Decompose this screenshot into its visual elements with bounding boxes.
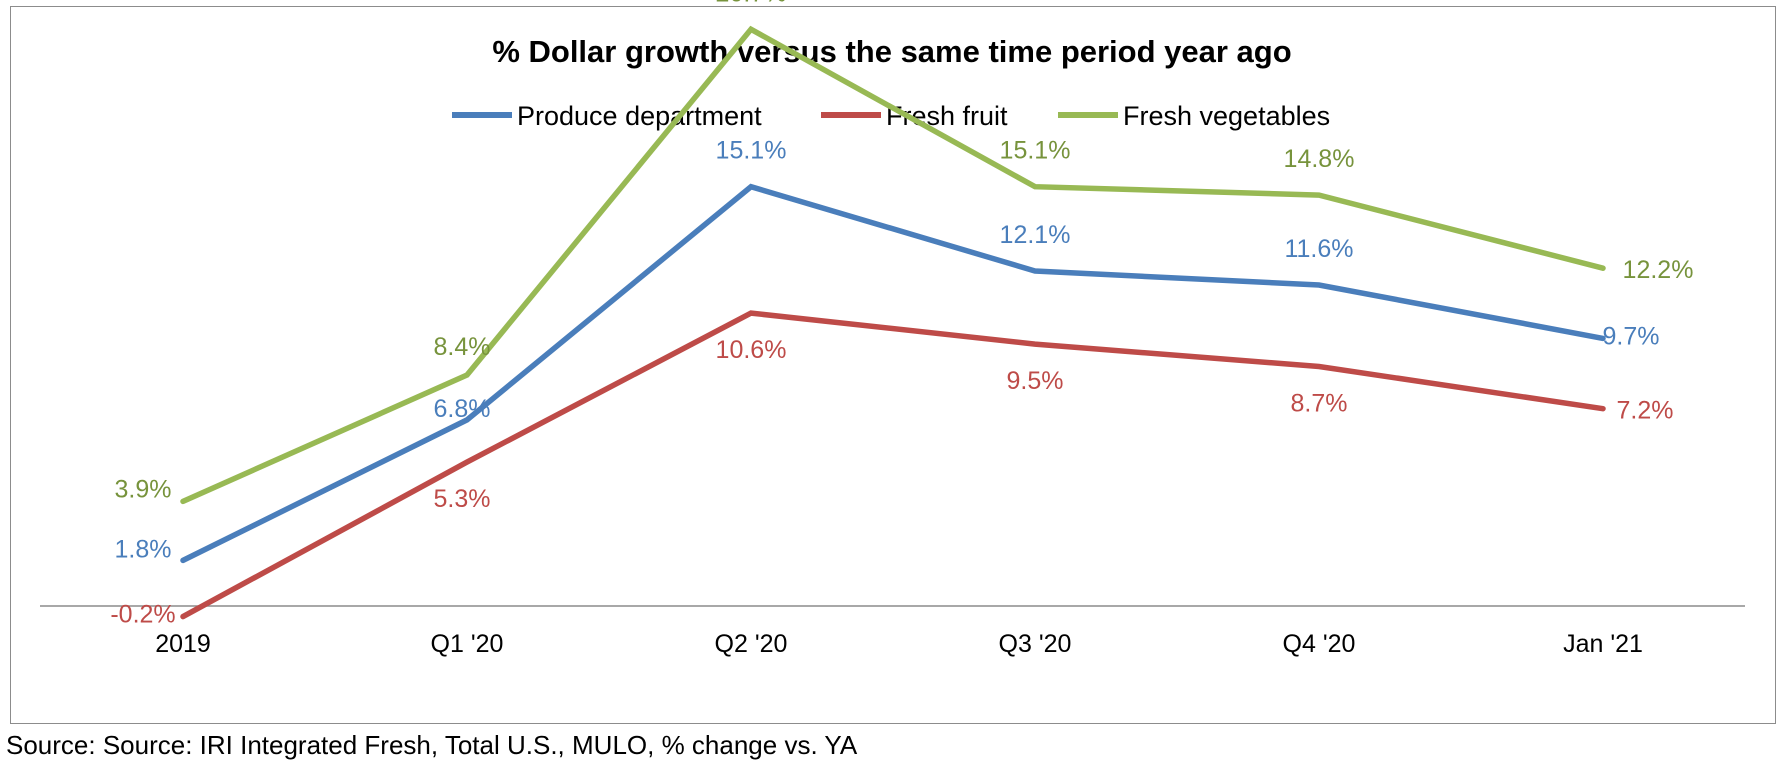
data-label-produce-department: 12.1% [1000,221,1071,249]
data-labels: 1.8% 6.8% 15.1% 12.1% 11.6% 9.7% -0.2% 5.3% 10.6… [110,0,1693,629]
series-line-fresh-vegetables [180,25,1606,505]
x-tick-label: Q2 '20 [715,630,788,658]
data-label-fresh-vegetables: 14.8% [1284,145,1355,173]
series-line-produce-department [180,183,1606,564]
data-label-produce-department: 1.8% [115,535,172,563]
data-label-fresh-fruit: 9.5% [1007,367,1064,395]
x-tick-label: Jan '21 [1563,630,1643,658]
series-lines [180,25,1606,620]
legend-item-fresh-vegetables: Fresh vegetables [1058,101,1330,131]
data-label-fresh-fruit: -0.2% [110,601,175,629]
legend-item-fresh-fruit: Fresh fruit [821,101,1008,131]
legend-label: Produce department [517,101,762,131]
data-label-produce-department: 9.7% [1603,322,1660,350]
legend-item-produce-department: Produce department [452,101,762,131]
data-label-fresh-vegetables: 3.9% [115,475,172,503]
data-label-fresh-vegetables: 15.1% [1000,137,1071,165]
data-label-fresh-fruit: 5.3% [434,485,491,513]
x-tick-label: Q3 '20 [999,630,1072,658]
series-line-fresh-fruit [180,310,1606,620]
legend-label: Fresh vegetables [1123,101,1330,131]
chart-frame [10,6,1776,724]
chart-title: % Dollar growth versus the same time per… [492,34,1291,69]
data-label-fresh-fruit: 7.2% [1617,397,1674,425]
x-tick-label: Q1 '20 [431,630,504,658]
data-label-produce-department: 15.1% [716,137,787,165]
legend: Produce department Fresh fruit Fresh veget… [452,101,1330,131]
source-note: Source: Source: IRI Integrated Fresh, To… [6,730,858,760]
data-label-fresh-vegetables: 20.7% [716,0,787,7]
data-label-produce-department: 11.6% [1284,235,1353,263]
x-axis-ticks: 2019 Q1 '20 Q2 '20 Q3 '20 Q4 '20 Jan '21 [155,630,1643,658]
data-label-fresh-fruit: 10.6% [716,336,787,364]
x-tick-label: 2019 [155,630,211,658]
data-label-produce-department: 6.8% [434,395,491,423]
data-label-fresh-vegetables: 8.4% [434,333,491,361]
data-label-fresh-fruit: 8.7% [1291,390,1348,418]
data-label-fresh-vegetables: 12.2% [1623,256,1694,284]
x-tick-label: Q4 '20 [1283,630,1356,658]
